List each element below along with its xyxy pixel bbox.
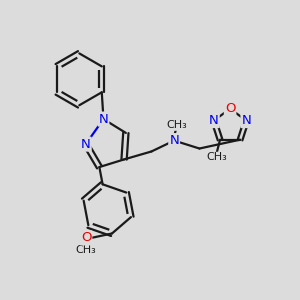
Text: N: N (209, 114, 219, 127)
Text: N: N (99, 112, 108, 126)
Text: CH₃: CH₃ (76, 245, 96, 255)
Text: O: O (225, 102, 235, 115)
Text: CH₃: CH₃ (166, 120, 187, 130)
Text: CH₃: CH₃ (206, 152, 227, 162)
Text: N: N (81, 138, 91, 151)
Text: N: N (169, 134, 179, 147)
Text: O: O (81, 231, 91, 244)
Text: N: N (242, 114, 251, 127)
